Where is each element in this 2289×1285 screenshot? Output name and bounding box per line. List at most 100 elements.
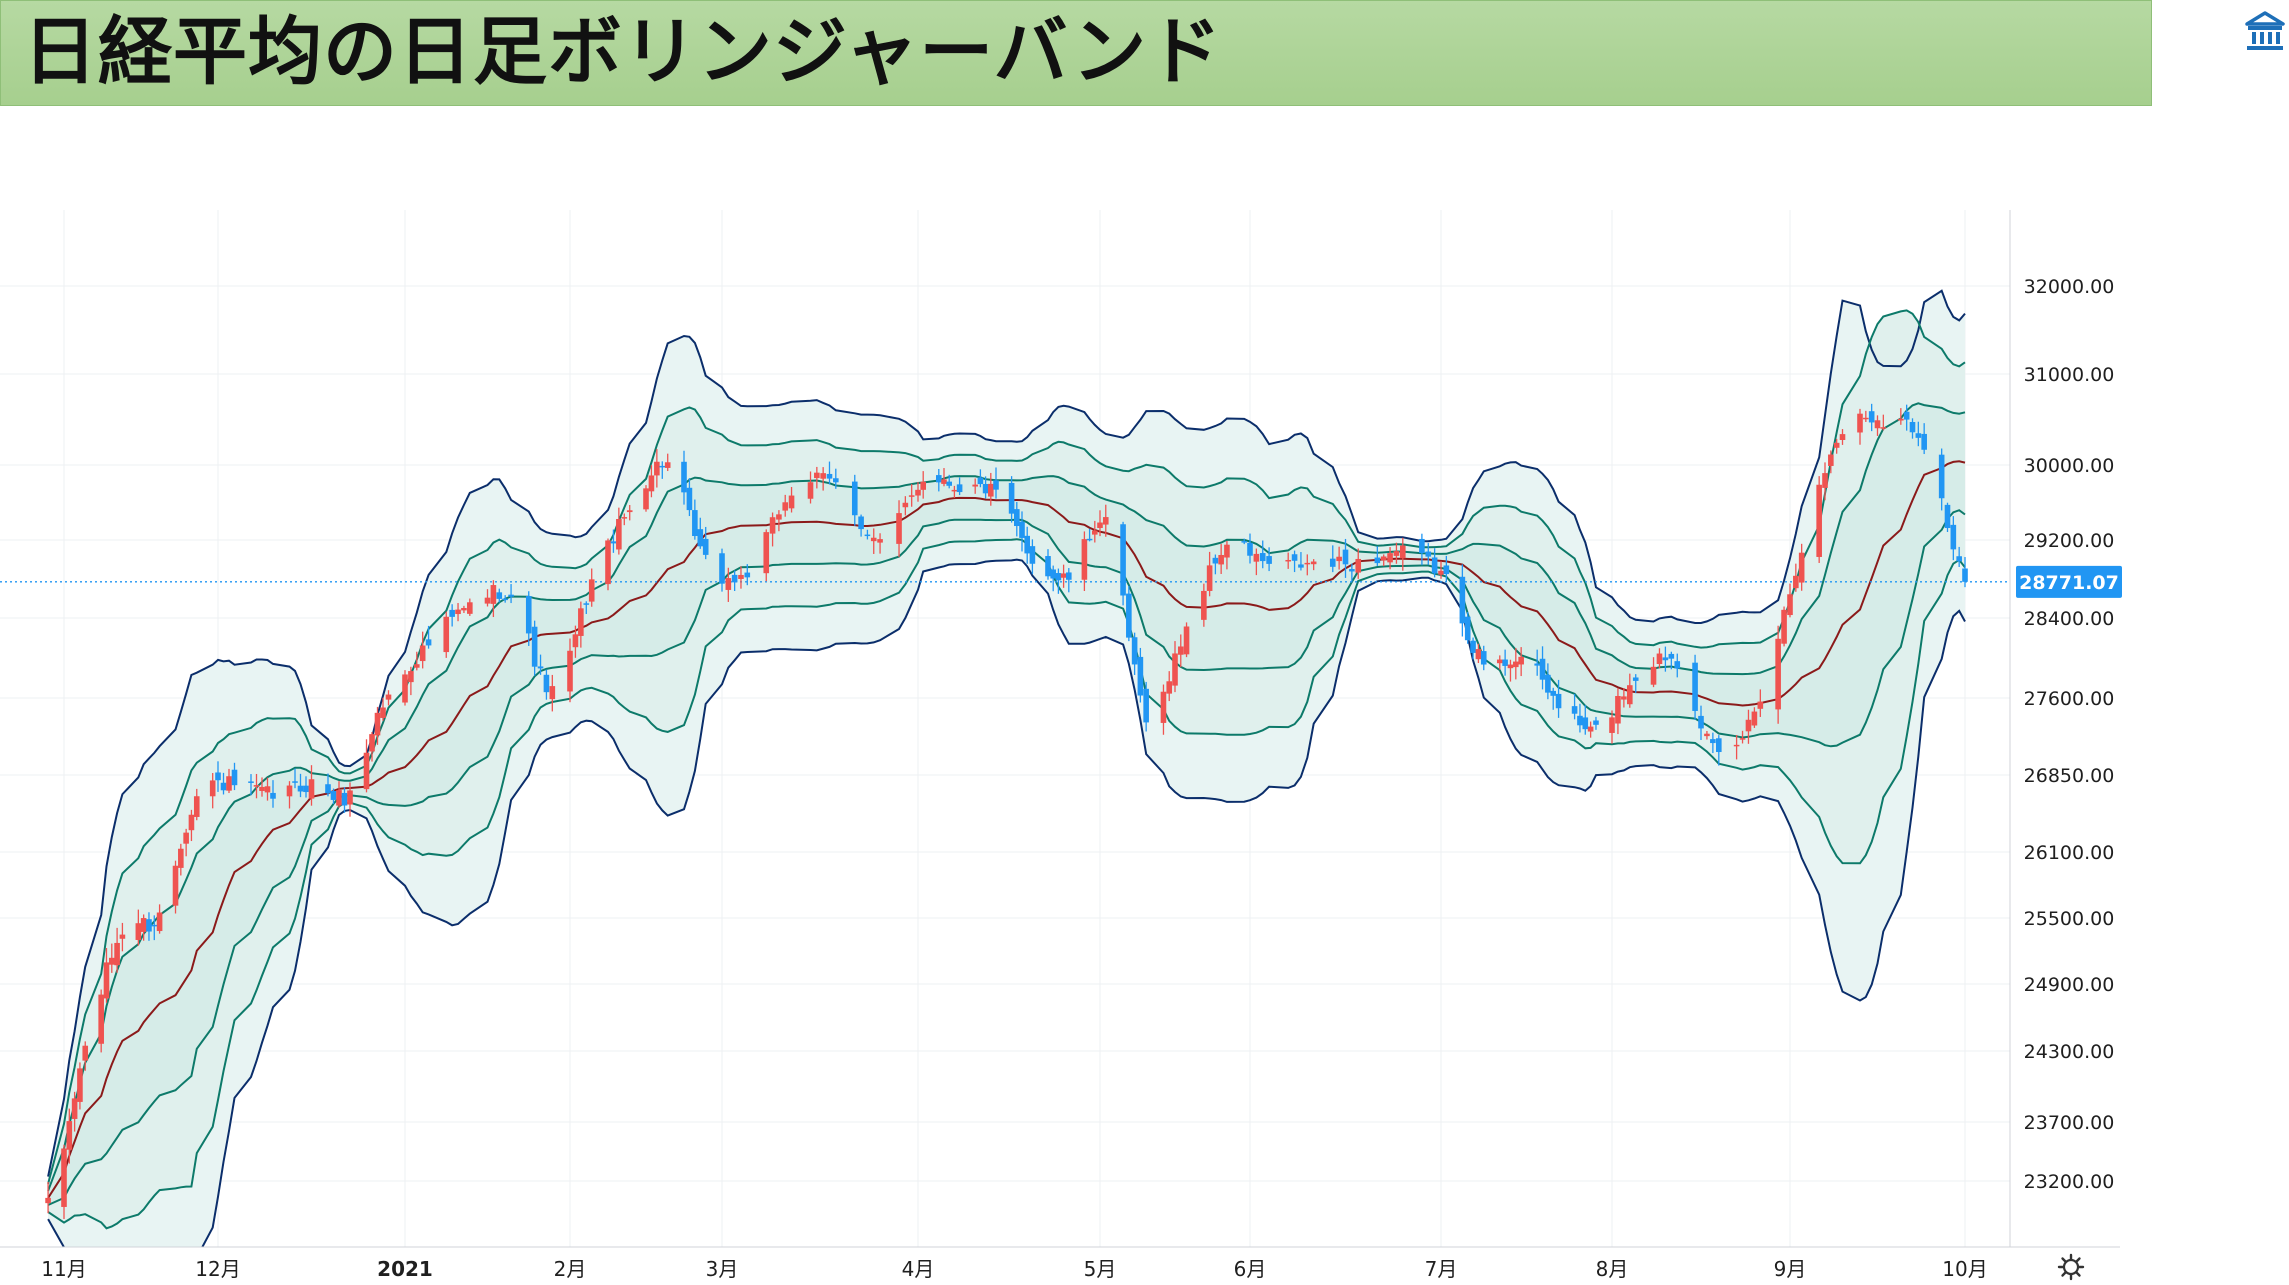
candle-body [183, 832, 189, 844]
candle-body [114, 942, 120, 966]
candle [1839, 429, 1846, 445]
candle [1387, 547, 1393, 570]
candle [1710, 732, 1716, 754]
candle-body [259, 786, 265, 791]
candle [549, 674, 556, 712]
candle-body [605, 540, 611, 585]
candle-body [1571, 706, 1578, 714]
candle-body [896, 513, 902, 544]
candle [1632, 674, 1639, 694]
candle-body [782, 502, 789, 511]
candle-body [1587, 726, 1594, 732]
candle-body [413, 664, 420, 668]
candle-body [1534, 663, 1540, 666]
candle [1097, 510, 1103, 537]
candle-body [972, 484, 978, 487]
candle [1342, 538, 1349, 578]
y-tick-label: 25500.00 [2024, 908, 2115, 930]
candle-body [1656, 653, 1663, 665]
candle-body [1593, 720, 1599, 725]
candle [1024, 526, 1030, 564]
candle-body [380, 707, 386, 718]
candle [697, 517, 704, 549]
candle-body [549, 686, 556, 700]
candle [1880, 414, 1887, 431]
candle-body [851, 481, 858, 516]
y-tick-label: 26100.00 [2024, 842, 2115, 864]
candle-body [103, 962, 110, 999]
candle-body [303, 785, 309, 793]
candle [851, 474, 858, 526]
candle [763, 529, 770, 582]
candle-body [1627, 685, 1633, 705]
candle-body [1470, 640, 1476, 653]
candle-body [1550, 690, 1557, 696]
candle [977, 469, 984, 488]
candle [1698, 705, 1704, 741]
candle-body [1285, 559, 1291, 562]
candle [616, 507, 622, 555]
candle [1909, 418, 1916, 439]
gear-tooth [2075, 1271, 2081, 1277]
candle [702, 526, 709, 560]
candle [1833, 438, 1840, 454]
candle [1431, 548, 1438, 578]
candle [1355, 548, 1362, 579]
candle-body [1097, 522, 1103, 528]
candle [259, 777, 265, 797]
candle-body [731, 574, 738, 583]
candle [1336, 546, 1342, 570]
candle-body [178, 848, 184, 868]
candle [1962, 557, 1968, 588]
candle-body [347, 790, 353, 805]
candle-body [253, 785, 260, 787]
candle [993, 467, 999, 499]
candle-body [1329, 558, 1336, 567]
candle [610, 529, 617, 553]
candle-body [664, 462, 671, 468]
x-tick-label: 2月 [554, 1257, 587, 1281]
candle-body [776, 514, 782, 520]
x-tick-label: 7月 [1425, 1257, 1458, 1281]
candle [1577, 703, 1583, 733]
candle [1029, 539, 1036, 575]
candle-body [525, 596, 532, 634]
candle-body [1839, 434, 1846, 440]
candle-body [1513, 661, 1519, 668]
candle [490, 580, 497, 618]
candle [1739, 730, 1746, 744]
candle-body [654, 461, 660, 476]
candle-body [1102, 517, 1109, 525]
candle [98, 989, 104, 1053]
candle [972, 478, 978, 494]
x-tick-label: 11月 [41, 1257, 86, 1281]
candle [303, 776, 309, 798]
candle [188, 809, 195, 842]
candle [936, 468, 942, 492]
candle-body [1380, 556, 1387, 561]
candle-body [455, 609, 461, 615]
candle-body [408, 671, 414, 683]
candle [956, 477, 963, 496]
candle-body [870, 537, 877, 542]
candle [1393, 542, 1400, 564]
candle [1496, 655, 1503, 670]
candle-body [936, 475, 942, 483]
gear-icon[interactable] [2057, 1253, 2085, 1281]
candle-body [1336, 556, 1342, 562]
candle-body [1857, 413, 1863, 433]
candle [1539, 646, 1546, 690]
price-axis: 32000.00 31000.00 30000.00 29200.00 28400.00… [2024, 276, 2115, 1193]
candle-body [1621, 696, 1627, 700]
candle [1550, 687, 1557, 710]
candle [1066, 568, 1072, 593]
candle [496, 588, 503, 603]
candle-body [341, 792, 348, 806]
candle-body [151, 924, 158, 927]
candle-body [1898, 418, 1904, 421]
candle-body [286, 785, 293, 797]
candle [108, 943, 115, 973]
candle-body [1757, 701, 1764, 709]
candle [1266, 547, 1272, 572]
